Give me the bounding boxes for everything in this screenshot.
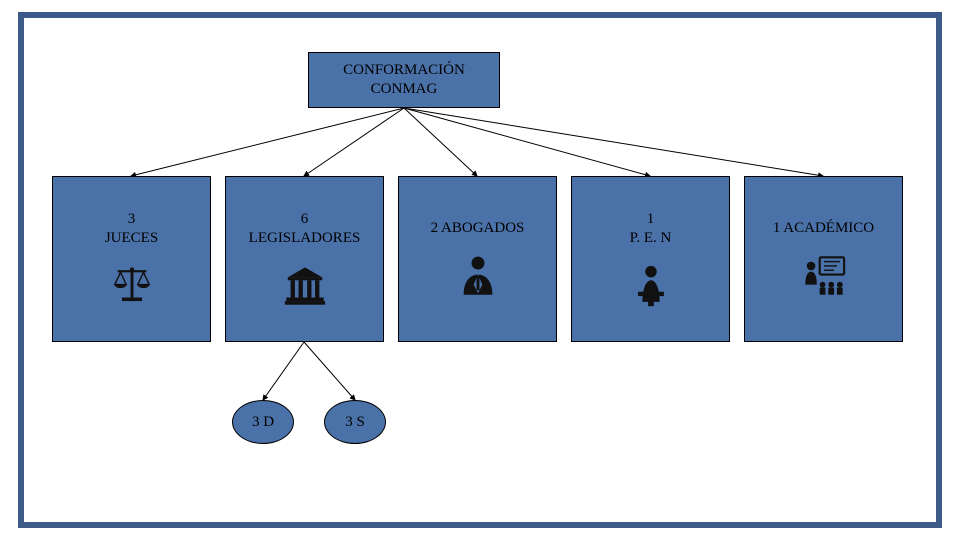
scales-icon: [109, 263, 155, 309]
child-node-jueces: 3 JUECES: [52, 176, 211, 342]
sub-node-3s: 3 S: [324, 400, 386, 444]
child-label-jueces: 3 JUECES: [105, 210, 158, 249]
speaker-icon: [628, 263, 674, 309]
root-title: CONFORMACIÓN: [343, 61, 465, 81]
child-label-abogados: 2 ABOGADOS: [431, 219, 525, 239]
root-node: CONFORMACIÓN CONMAG: [308, 52, 500, 108]
child-node-pen: 1 P. E. N: [571, 176, 730, 342]
child-label-academico: 1 ACADÉMICO: [773, 219, 874, 239]
child-node-academico: 1 ACADÉMICO: [744, 176, 903, 342]
lawyer-icon: [455, 253, 501, 299]
child-label-pen: 1 P. E. N: [630, 210, 672, 249]
child-node-abogados: 2 ABOGADOS: [398, 176, 557, 342]
child-label-legisladores: 6 LEGISLADORES: [249, 210, 361, 249]
child-node-legisladores: 6 LEGISLADORES: [225, 176, 384, 342]
teacher-icon: [801, 253, 847, 299]
building-icon: [282, 263, 328, 309]
root-subtitle: CONMAG: [371, 80, 438, 100]
sub-node-3d: 3 D: [232, 400, 294, 444]
